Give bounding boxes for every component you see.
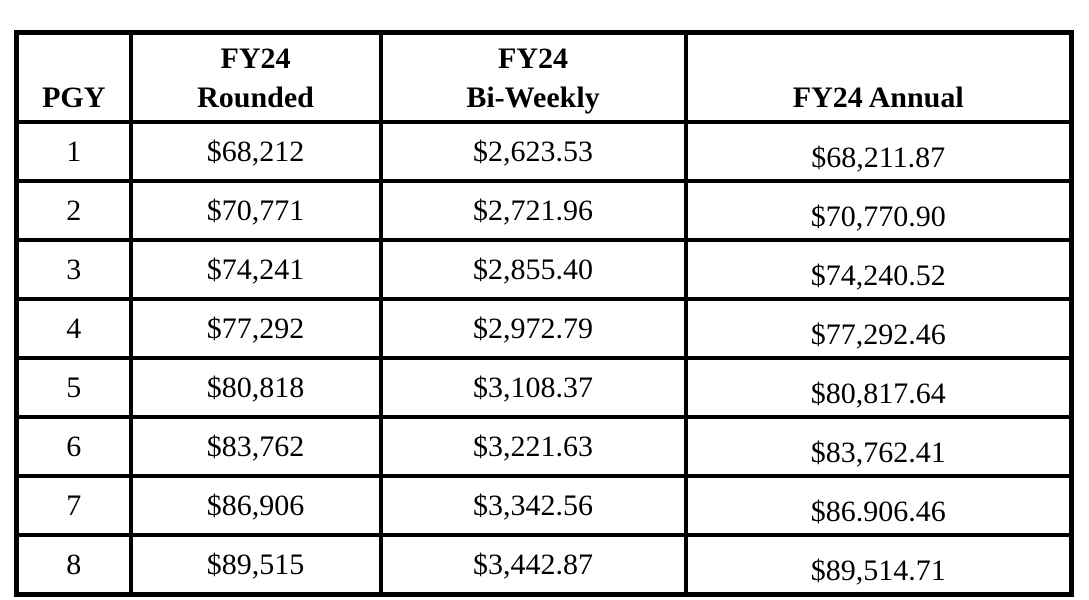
salary-table-container: PGY FY24 Rounded FY24 Bi-Weekly FY24 Ann… bbox=[14, 30, 1074, 597]
column-header-annual: FY24 Annual bbox=[683, 30, 1074, 124]
cell-pgy: 6 bbox=[14, 415, 133, 478]
cell-pgy: 4 bbox=[14, 297, 133, 360]
cell-annual: $86.906.46 bbox=[683, 474, 1074, 537]
cell-pgy: 5 bbox=[14, 356, 133, 419]
cell-rounded: $86,906 bbox=[128, 474, 383, 537]
table-row: 5 $80,818 $3,108.37 $80,817.64 bbox=[14, 356, 1074, 419]
cell-rounded: $77,292 bbox=[128, 297, 383, 360]
cell-pgy: 1 bbox=[14, 120, 133, 183]
cell-biweekly: $3,442.87 bbox=[378, 533, 688, 597]
cell-annual: $70,770.90 bbox=[683, 179, 1074, 242]
cell-rounded: $74,241 bbox=[128, 238, 383, 301]
cell-biweekly: $2,855.40 bbox=[378, 238, 688, 301]
fy24-salary-table: PGY FY24 Rounded FY24 Bi-Weekly FY24 Ann… bbox=[14, 30, 1074, 597]
cell-rounded: $68,212 bbox=[128, 120, 383, 183]
cell-annual-value: $77,292.46 bbox=[810, 317, 946, 351]
column-header-pgy-label: PGY bbox=[42, 81, 106, 114]
cell-annual-value: $74,240.52 bbox=[810, 258, 946, 292]
cell-biweekly: $3,221.63 bbox=[378, 415, 688, 478]
column-header-annual-label: FY24 Annual bbox=[792, 81, 964, 114]
column-header-pgy: PGY bbox=[14, 30, 133, 124]
table-row: 1 $68,212 $2,623.53 $68,211.87 bbox=[14, 120, 1074, 183]
cell-rounded: $70,771 bbox=[128, 179, 383, 242]
cell-pgy: 3 bbox=[14, 238, 133, 301]
cell-biweekly: $2,972.79 bbox=[378, 297, 688, 360]
cell-annual: $89,514.71 bbox=[683, 533, 1074, 597]
table-row: 2 $70,771 $2,721.96 $70,770.90 bbox=[14, 179, 1074, 242]
cell-pgy: 2 bbox=[14, 179, 133, 242]
cell-pgy: 8 bbox=[14, 533, 133, 597]
column-header-biweekly: FY24 Bi-Weekly bbox=[378, 30, 688, 124]
cell-annual-value: $83,762.41 bbox=[810, 435, 946, 469]
table-row: 3 $74,241 $2,855.40 $74,240.52 bbox=[14, 238, 1074, 301]
table-row: 8 $89,515 $3,442.87 $89,514.71 bbox=[14, 533, 1074, 597]
cell-annual: $74,240.52 bbox=[683, 238, 1074, 301]
column-header-rounded: FY24 Rounded bbox=[128, 30, 383, 124]
cell-annual-value: $68,211.87 bbox=[811, 140, 946, 174]
header-row: PGY FY24 Rounded FY24 Bi-Weekly FY24 Ann… bbox=[14, 30, 1074, 124]
cell-annual-value: $80,817.64 bbox=[810, 376, 946, 410]
cell-annual-value: $89,514.71 bbox=[810, 553, 946, 587]
table-row: 6 $83,762 $3,221.63 $83,762.41 bbox=[14, 415, 1074, 478]
cell-annual-value: $86.906.46 bbox=[810, 494, 946, 528]
cell-rounded: $89,515 bbox=[128, 533, 383, 597]
column-header-rounded-line2: Rounded bbox=[197, 81, 314, 114]
cell-annual: $77,292.46 bbox=[683, 297, 1074, 360]
cell-annual: $80,817.64 bbox=[683, 356, 1074, 419]
cell-annual: $68,211.87 bbox=[683, 120, 1074, 183]
column-header-rounded-line1: FY24 bbox=[220, 42, 291, 75]
cell-annual-value: $70,770.90 bbox=[810, 199, 946, 233]
cell-pgy: 7 bbox=[14, 474, 133, 537]
cell-biweekly: $2,721.96 bbox=[378, 179, 688, 242]
cell-biweekly: $3,108.37 bbox=[378, 356, 688, 419]
table-row: 4 $77,292 $2,972.79 $77,292.46 bbox=[14, 297, 1074, 360]
column-header-biweekly-line1: FY24 bbox=[498, 42, 568, 75]
cell-annual: $83,762.41 bbox=[683, 415, 1074, 478]
cell-biweekly: $2,623.53 bbox=[378, 120, 688, 183]
cell-rounded: $80,818 bbox=[128, 356, 383, 419]
cell-biweekly: $3,342.56 bbox=[378, 474, 688, 537]
column-header-biweekly-line2: Bi-Weekly bbox=[466, 81, 600, 114]
cell-rounded: $83,762 bbox=[128, 415, 383, 478]
table-row: 7 $86,906 $3,342.56 $86.906.46 bbox=[14, 474, 1074, 537]
